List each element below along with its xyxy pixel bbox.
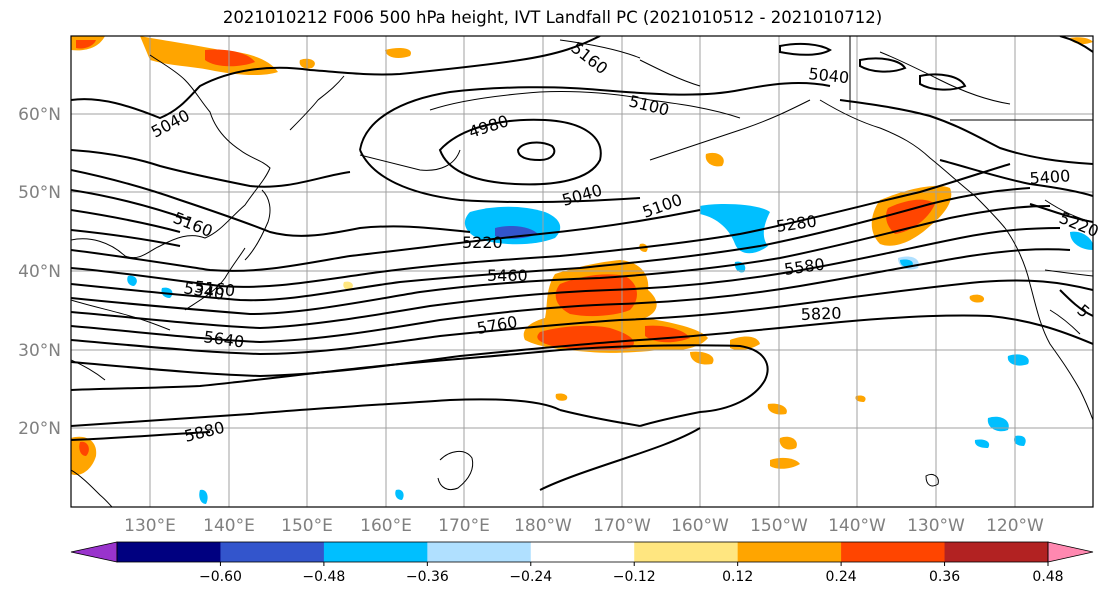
colorbar-tick-label: −0.12 [613,569,656,585]
lon-label: 150°E [281,516,333,536]
colorbar-tick-label: −0.36 [406,569,449,585]
colorbar-segment [323,542,428,562]
lon-label: 160°E [360,516,412,536]
lat-label: 60°N [18,105,61,125]
colorbar: −0.60 −0.48 −0.36 −0.24 −0.12 0.12 0.24 0.36 0.4… [70,541,1094,585]
colorbar-outline [116,541,1049,563]
colorbar-tick-label: 0.24 [826,569,857,585]
latitude-labels: 60°N 50°N 40°N 30°N 20°N [18,105,61,439]
colorbar-segment [737,542,842,562]
lat-label: 40°N [18,262,61,282]
contour-label: 5160 [194,277,236,300]
colorbar-tick-label: 0.12 [722,569,753,585]
lon-label: 130°E [124,516,176,536]
lon-label: 170°E [438,516,490,536]
lon-label: 160°W [671,516,729,536]
colorbar-segment [117,542,221,562]
contour-label: 5820 [800,304,841,324]
lon-label: 140°W [828,516,886,536]
longitude-labels: 130°E 140°E 150°E 160°E 170°E 180°W 170°… [124,516,1044,536]
colorbar-segment [841,542,946,562]
colorbar-tick-label: −0.60 [199,569,242,585]
colorbar-tick-label: −0.48 [302,569,345,585]
contour-label: 5400 [1029,166,1071,188]
contour-label: 5220 [462,233,503,252]
lon-label: 120°W [986,516,1044,536]
colorbar-tick-label: 0.36 [929,569,960,585]
lat-label: 20°N [18,419,61,439]
colorbar-segment [944,542,1049,562]
ivt-shading [71,36,1093,504]
colorbar-segment [530,542,635,562]
lat-label: 50°N [18,183,61,203]
lon-label: 150°W [750,516,808,536]
colorbar-segment [427,542,532,562]
contour-label: 5460 [487,266,528,285]
colorbar-tick-label: 0.48 [1032,569,1063,585]
colorbar-extend-low [70,541,118,563]
lat-label: 30°N [18,341,61,361]
coastlines [71,36,1093,507]
lon-label: 180°W [514,516,572,536]
colorbar-segment [220,542,325,562]
colorbar-extend-high [1047,541,1094,563]
colorbar-tick-label: −0.24 [509,569,552,585]
contour-label: 5040 [808,64,850,87]
colorbar-segment [634,542,739,562]
lon-label: 140°E [203,516,255,536]
lon-label: 130°W [907,516,965,536]
lon-label: 170°W [593,516,651,536]
map-title: 2021010212 F006 500 hPa height, IVT Land… [222,8,883,27]
map-frame [70,35,1094,508]
height-contours [71,36,1093,491]
